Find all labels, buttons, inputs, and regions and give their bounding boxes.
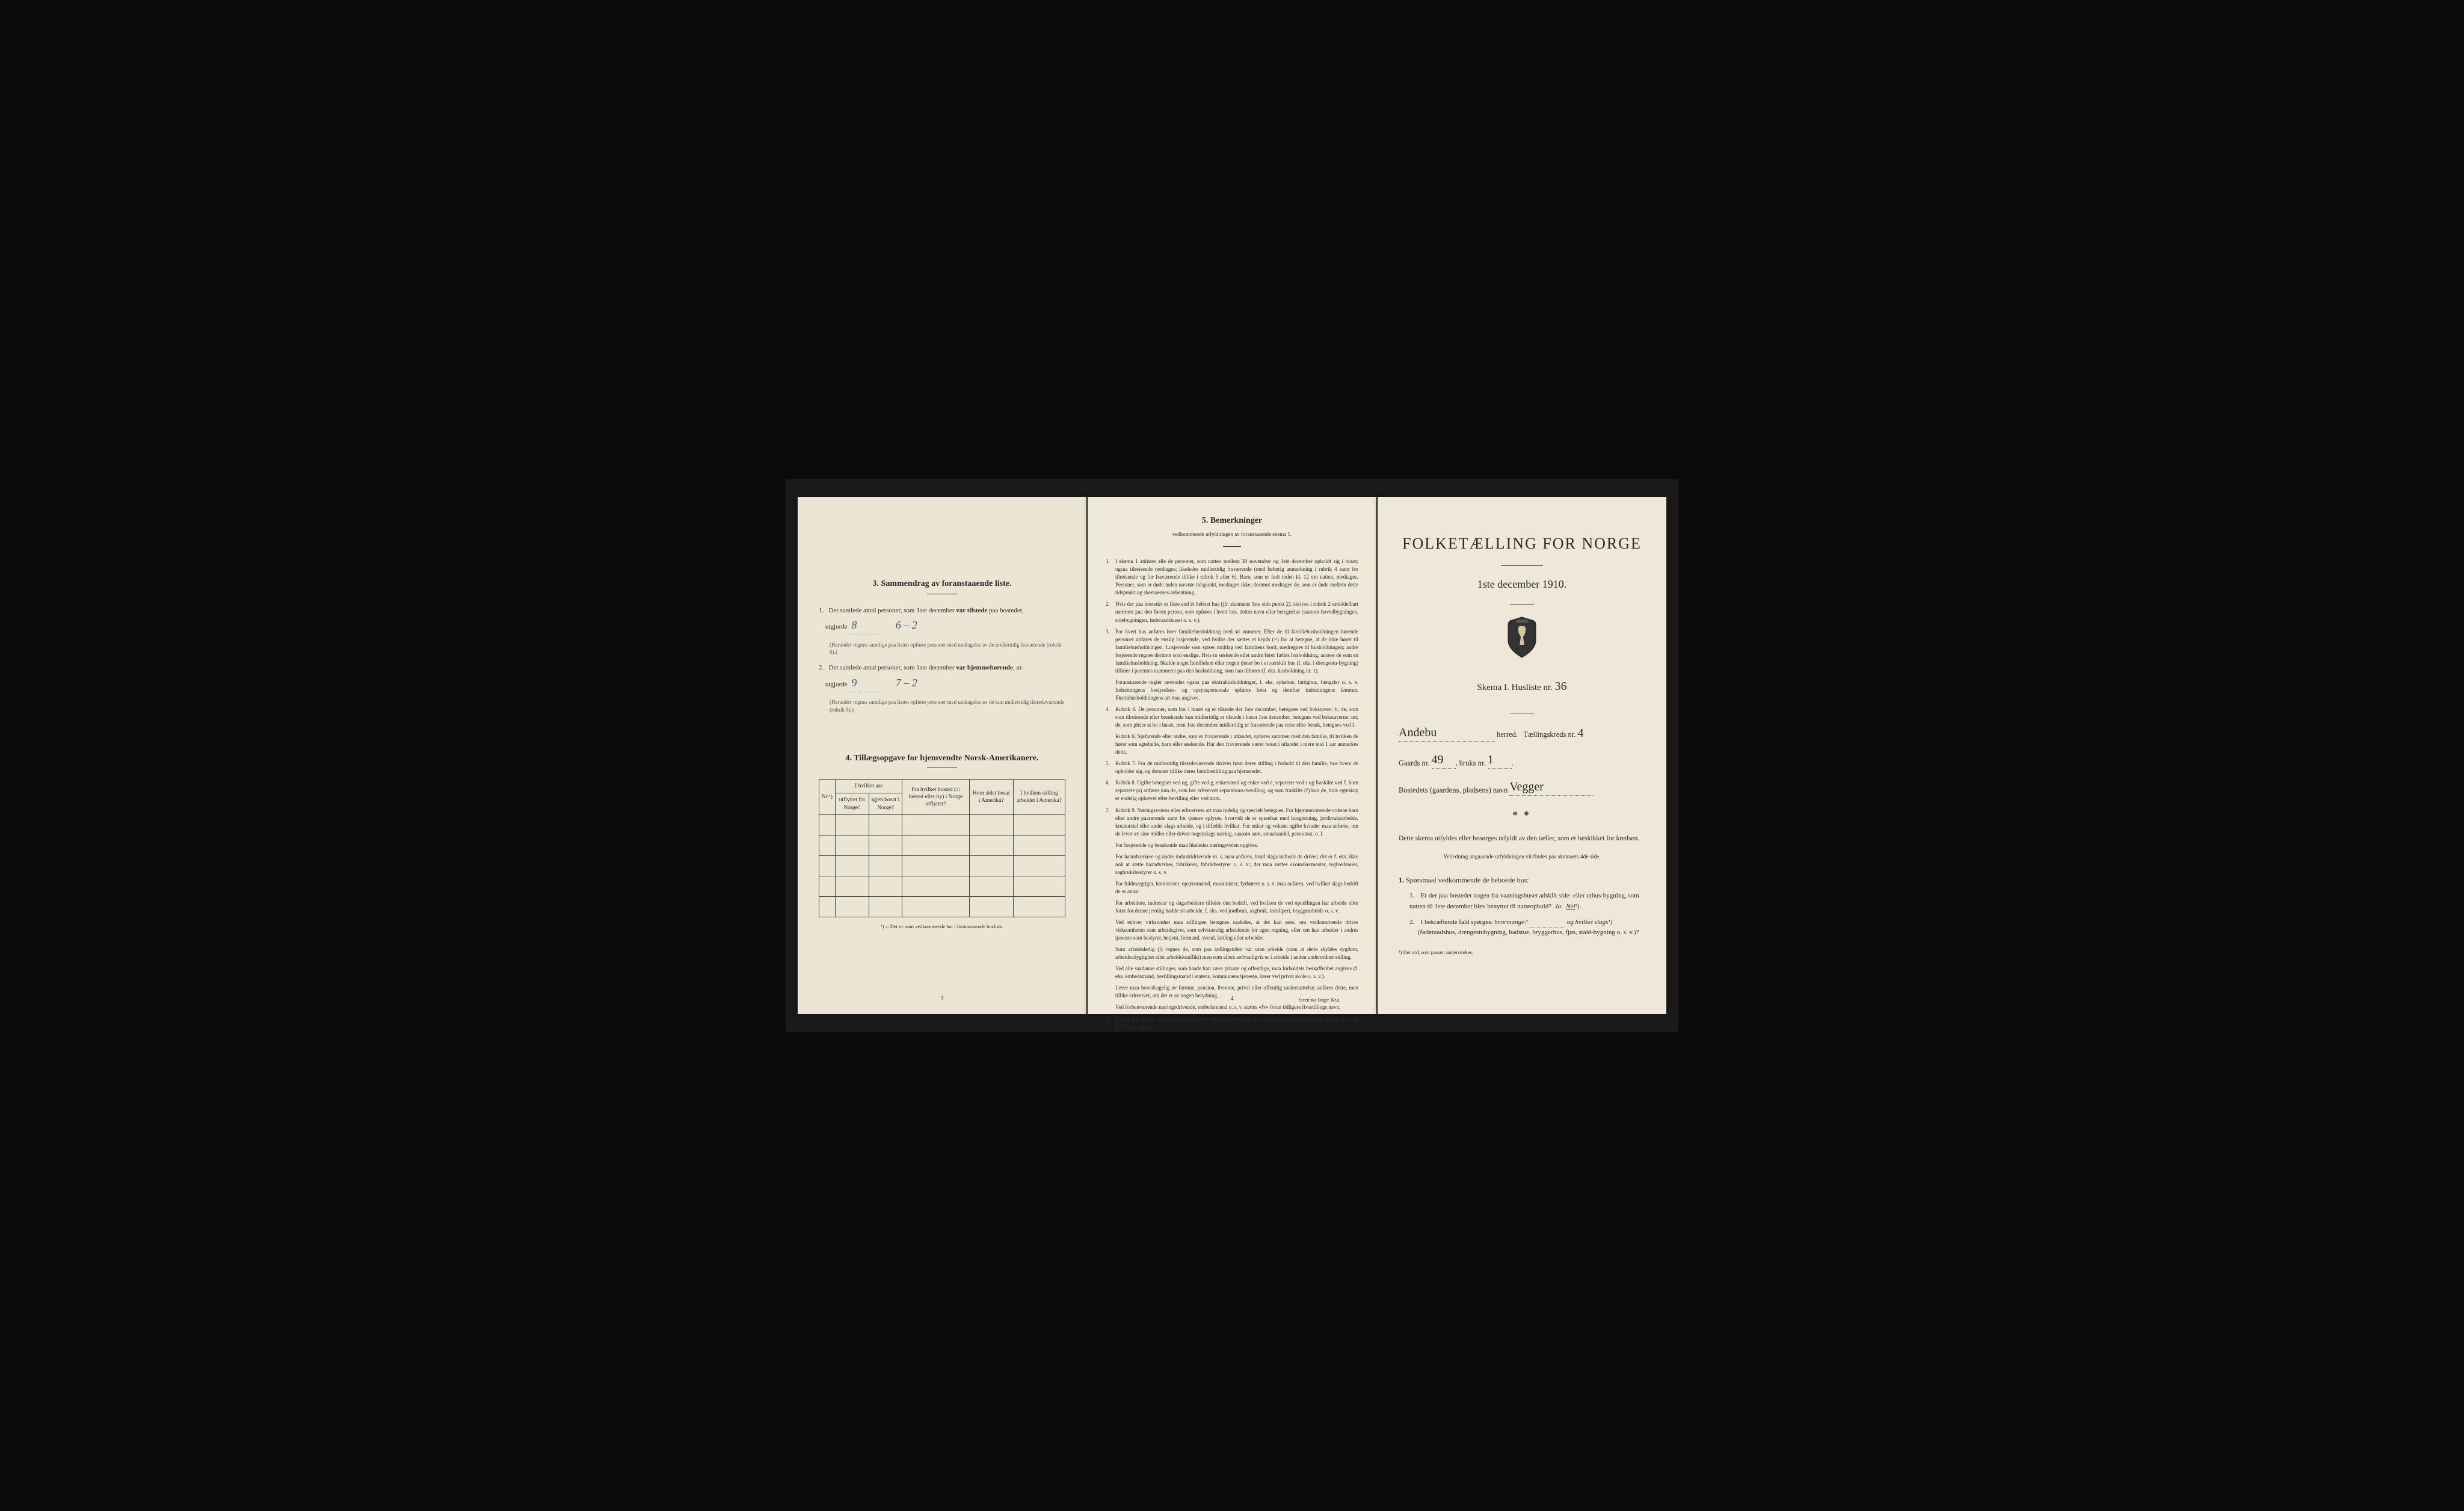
col-nr: Nr.¹) — [819, 780, 836, 815]
main-title: FOLKETÆLLING FOR NORGE — [1399, 533, 1645, 555]
instruction-sub: Veiledning angaaende utfyldningen vil fi… — [1399, 854, 1645, 861]
remark-item: 8.Rubrik 14. Sinker og lignende aandsslø… — [1106, 1015, 1358, 1031]
remark-item: Ved enhver virksomhet maa stillingen bet… — [1106, 919, 1358, 942]
table-row — [819, 836, 1065, 856]
col-bosat: igjen bosat i Norge? — [869, 793, 902, 815]
census-date: 1ste december 1910. — [1399, 577, 1645, 592]
herred-line: Andebu herred. Tællingskreds nr. 4 — [1399, 724, 1645, 742]
remark-item: For arbeidere, inderster og dagarbeidere… — [1106, 899, 1358, 915]
table-row — [819, 856, 1065, 876]
col-fra: Fra hvilket bosted (ɔ: herred eller by) … — [902, 780, 969, 815]
bosted-line: Bostedets (gaardens, pladsens) navn Vegg… — [1399, 778, 1645, 796]
husliste-nr: 36 — [1555, 680, 1567, 693]
remark-item: 4.Rubrik 4. De personer, som bor i huset… — [1106, 706, 1358, 729]
remark-item: 7.Rubrik 9. Næringsveiens eller erhverve… — [1106, 807, 1358, 838]
coat-of-arms-icon — [1399, 616, 1645, 662]
rule — [1501, 565, 1543, 566]
footnote-1: ¹) ɔ: Det nr. som vedkommende har i fora… — [819, 923, 1065, 931]
section-5-sub: vedkommende utfyldningen av foranstaaend… — [1106, 531, 1358, 538]
remark-item: Rubrik 6. Sjøfarende eller andre, som er… — [1106, 733, 1358, 756]
document-spread: 3. Sammendrag av foranstaaende liste. 1.… — [786, 479, 1678, 1032]
val-tilstede-1: 8 — [851, 619, 857, 631]
herred-value: Andebu — [1399, 726, 1437, 739]
instruction-main: Dette skema utfyldes eller besørges utfy… — [1399, 833, 1645, 844]
page-number: 4 — [1231, 995, 1234, 1003]
table-row — [819, 876, 1065, 897]
gaards-value: 49 — [1432, 753, 1444, 766]
remark-item: 1.I skema 1 anføres alle de personer, so… — [1106, 558, 1358, 597]
ornament: ❋ ❋ — [1399, 810, 1645, 819]
skema-line: Skema I. Husliste nr. 36 — [1399, 678, 1645, 695]
question-2: 2. I bekræftende fald spørges: hvormange… — [1409, 917, 1645, 938]
page-2: 5. Bemerkninger vedkommende utfyldningen… — [1088, 497, 1376, 1014]
answer-nei: Nei — [1566, 903, 1575, 910]
table-row — [819, 815, 1065, 836]
col-hvor: Hvor sidst bosat i Amerika? — [969, 780, 1013, 815]
remark-item: 3.For hvert hus anføres hver familiehush… — [1106, 628, 1358, 675]
footnote-3: ¹) Det ord, som passer, understrekes. — [1399, 949, 1645, 956]
question-header: 1. Spørsmaal vedkommende de beboede hus: — [1399, 875, 1645, 885]
section-5-title: 5. Bemerkninger — [1106, 515, 1358, 527]
remark-item: Som arbeidsledig (l) regnes de, som paa … — [1106, 946, 1358, 961]
val-tilstede-2: 6 – 2 — [896, 619, 917, 631]
col-utflyttet: utflyttet fra Norge? — [835, 793, 869, 815]
kreds-value: 4 — [1577, 727, 1583, 740]
item1-note: (Herunder regnes samtlige paa listen opf… — [830, 641, 1065, 656]
remark-item: For haandverkere og andre industridriven… — [1106, 853, 1358, 876]
emigrant-table: Nr.¹) I hvilket aar Fra hvilket bosted (… — [819, 779, 1065, 917]
val-hjemme-2: 7 – 2 — [896, 677, 917, 689]
remark-item: Foranstaaende regler anvendes ogsaa paa … — [1106, 679, 1358, 702]
table-row — [819, 897, 1065, 917]
summary-item-2: 2. Det samlede antal personer, som 1ste … — [819, 662, 1065, 692]
page-number: 3 — [941, 995, 944, 1003]
page-1: 3. Sammendrag av foranstaaende liste. 1.… — [798, 497, 1086, 1014]
section-3-title: 3. Sammendrag av foranstaaende liste. — [819, 578, 1065, 590]
col-year-group: I hvilket aar — [835, 780, 902, 793]
val-hjemme-1: 9 — [851, 677, 857, 689]
printer-mark: Steen'ske Bogtr. Kr.a. — [1299, 997, 1340, 1003]
remark-item: 6.Rubrik 8. Ugifte betegnes ved ug, gift… — [1106, 779, 1358, 802]
section-4-title: 4. Tillægsopgave for hjemvendte Norsk-Am… — [819, 752, 1065, 765]
remark-item: Ved alle saadanne stillinger, som baade … — [1106, 965, 1358, 980]
summary-item-1: 1. Det samlede antal personer, som 1ste … — [819, 605, 1065, 635]
bosted-value: Vegger — [1509, 780, 1544, 793]
remark-item: 5.Rubrik 7. For de midlertidig tilstedev… — [1106, 760, 1358, 775]
col-stilling: I hvilken stilling arbeidet i Amerika? — [1013, 780, 1065, 815]
bruks-value: 1 — [1488, 753, 1494, 766]
remark-item: Ved forhenværende næringsdrivende, embed… — [1106, 1003, 1358, 1011]
rule — [1223, 546, 1241, 547]
remarks-list: 1.I skema 1 anføres alle de personer, so… — [1106, 558, 1358, 1030]
page-3: FOLKETÆLLING FOR NORGE 1ste december 191… — [1378, 497, 1666, 1014]
item2-note: (Herunder regnes samtlige paa listen opf… — [830, 698, 1065, 713]
remark-item: For fuldmægtiger, kontorister, opsynsmæn… — [1106, 880, 1358, 896]
gaards-line: Gaards nr. 49, bruks nr. 1. — [1399, 751, 1645, 769]
question-1: 1. Er der paa bostedet nogen fra vaaning… — [1409, 891, 1645, 912]
remark-item: For losjerende og besøkende maa likelede… — [1106, 842, 1358, 849]
remark-item: 2.Hvis der paa bostedet er flere end ét … — [1106, 600, 1358, 624]
table-body — [819, 815, 1065, 917]
